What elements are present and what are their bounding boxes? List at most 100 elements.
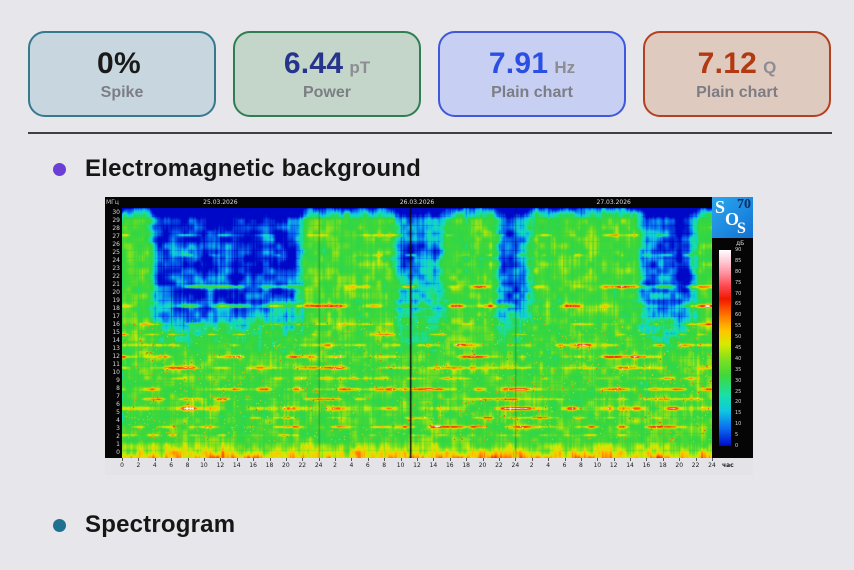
quality-unit: Q xyxy=(763,57,777,77)
hour-tickmark xyxy=(220,458,222,461)
db-tick: 40 xyxy=(735,355,742,362)
freq-tick: 17 xyxy=(112,313,120,320)
hour-tick: 20 xyxy=(478,462,487,469)
section-header-spectrogram[interactable]: Spectrogram xyxy=(53,511,235,539)
freq-tick: 22 xyxy=(112,273,120,280)
freq-tick: 10 xyxy=(112,369,120,376)
hour-tick: 2 xyxy=(529,462,534,469)
freq-axis: 30 29 28 27 26 25 24 23 22 21 20 19 18 17 16 15 14 13 12 11… xyxy=(105,208,122,458)
hour-tick: 22 xyxy=(691,462,700,469)
db-tick: 5 xyxy=(735,432,739,439)
freq-tick: 5 xyxy=(116,409,120,416)
hour-tick: 8 xyxy=(185,462,190,469)
freq-tick: 26 xyxy=(112,241,120,248)
db-tick: 70 xyxy=(735,290,742,297)
hour-tickmark xyxy=(203,458,205,461)
hour-tickmark xyxy=(236,458,238,461)
electromagnetic-background-image[interactable]: МГц 25.03.2026 26.03.2026 27.03.2026 30 2… xyxy=(105,197,753,475)
hour-tickmark xyxy=(466,458,468,461)
frequency-card[interactable]: 7.91 Hz Plain chart xyxy=(438,31,626,117)
section-header-electromagnetic[interactable]: Electromagnetic background xyxy=(53,155,421,183)
freq-tick: 9 xyxy=(116,377,120,384)
db-tick: 65 xyxy=(735,301,742,308)
power-label: Power xyxy=(302,83,351,101)
hour-tickmark xyxy=(154,458,156,461)
hour-tick: 2 xyxy=(136,462,141,469)
power-unit: pT xyxy=(349,57,371,77)
db-tick: 20 xyxy=(735,399,742,406)
db-tick: 10 xyxy=(735,421,742,428)
freq-tick: 20 xyxy=(112,289,120,296)
freq-tick: 3 xyxy=(116,425,120,432)
hour-tick: 16 xyxy=(249,462,257,469)
hour-tick: 18 xyxy=(462,462,470,469)
hour-tickmark xyxy=(580,458,582,461)
freq-tick: 11 xyxy=(112,361,120,368)
hour-tick: 6 xyxy=(169,462,174,469)
spike-card[interactable]: 0% Spike xyxy=(28,31,216,117)
date-axis: 25.03.2026 26.03.2026 27.03.2026 xyxy=(122,197,712,208)
hour-tickmark xyxy=(597,458,599,461)
frequency-value: 7.91 xyxy=(488,46,549,80)
section-title: Spectrogram xyxy=(85,511,236,538)
hour-tickmark xyxy=(630,458,632,461)
freq-tick: 18 xyxy=(112,305,120,312)
db-tick: 25 xyxy=(735,388,742,395)
hour-tick: 10 xyxy=(200,462,208,469)
hour-tick: 18 xyxy=(659,462,667,469)
freq-tick: 25 xyxy=(112,249,120,256)
logo-letter-o: O xyxy=(725,209,740,229)
bullet-icon xyxy=(53,518,66,532)
hour-axis: 0 2 4 6 8 10 12 14 16 18 20 22 24 2 4 6 8 10 12 14 16 18 20 22 2… xyxy=(120,458,753,475)
hour-tick: 12 xyxy=(413,462,421,469)
quality-value: 7.12 xyxy=(697,46,758,80)
db-tick: 30 xyxy=(735,377,742,384)
hour-unit-label: час xyxy=(722,462,734,469)
logo-letter-s: S xyxy=(715,197,726,217)
card-value-row: 7.91 Hz xyxy=(489,47,575,81)
hour-tickmark xyxy=(564,458,566,461)
section-title: Electromagnetic background xyxy=(85,155,421,182)
hour-tickmark xyxy=(302,458,304,461)
hour-tick: 12 xyxy=(609,462,618,469)
frequency-unit: Hz xyxy=(554,57,576,77)
db-tick: 55 xyxy=(735,323,742,330)
db-tick: 90 xyxy=(735,247,742,253)
quality-card[interactable]: 7.12 Q Plain chart xyxy=(643,31,831,117)
card-value-row: 0% xyxy=(97,47,147,81)
freq-tick: 24 xyxy=(112,257,120,264)
db-tick: 80 xyxy=(735,268,742,275)
stat-cards-row: 0% Spike 6.44 pT Power 7.91 Hz Plain cha… xyxy=(28,31,831,117)
hour-tickmark xyxy=(662,458,664,461)
hour-tick: 6 xyxy=(562,462,567,469)
hour-tickmark xyxy=(548,458,550,461)
freq-tick: 29 xyxy=(112,217,120,224)
hour-tickmark xyxy=(400,458,402,461)
hour-tickmark xyxy=(531,458,533,461)
hour-tick: 6 xyxy=(365,462,370,469)
hour-tick: 24 xyxy=(708,462,716,469)
hour-tickmark xyxy=(695,458,697,461)
freq-tick: 8 xyxy=(116,385,120,392)
freq-tick: 13 xyxy=(112,345,120,352)
freq-tick: 0 xyxy=(116,449,120,456)
divider xyxy=(28,132,832,134)
hour-tick: 8 xyxy=(382,462,387,469)
db-tick: 85 xyxy=(735,257,742,264)
db-scale: дБ 90 85 80 75 70 65 60 55 50 45 40 35 30 25 20 15 10 5 0 xyxy=(712,238,753,458)
freq-tick: 2 xyxy=(116,433,120,440)
power-card[interactable]: 6.44 pT Power xyxy=(233,31,421,117)
card-value-row: 6.44 pT xyxy=(284,47,370,81)
hour-tick: 14 xyxy=(429,462,438,469)
quality-label: Plain chart xyxy=(696,83,778,101)
hour-tickmark xyxy=(367,458,369,461)
freq-tick: 7 xyxy=(116,393,120,400)
plot-canvas xyxy=(122,208,712,458)
hour-tickmark xyxy=(269,458,271,461)
date-label: 25.03.2026 xyxy=(203,199,238,206)
hour-tickmark xyxy=(253,458,255,461)
hour-tickmark xyxy=(515,458,517,461)
freq-tick: 23 xyxy=(112,265,120,272)
freq-tick: 15 xyxy=(112,329,120,336)
date-label: 26.03.2026 xyxy=(399,199,435,206)
